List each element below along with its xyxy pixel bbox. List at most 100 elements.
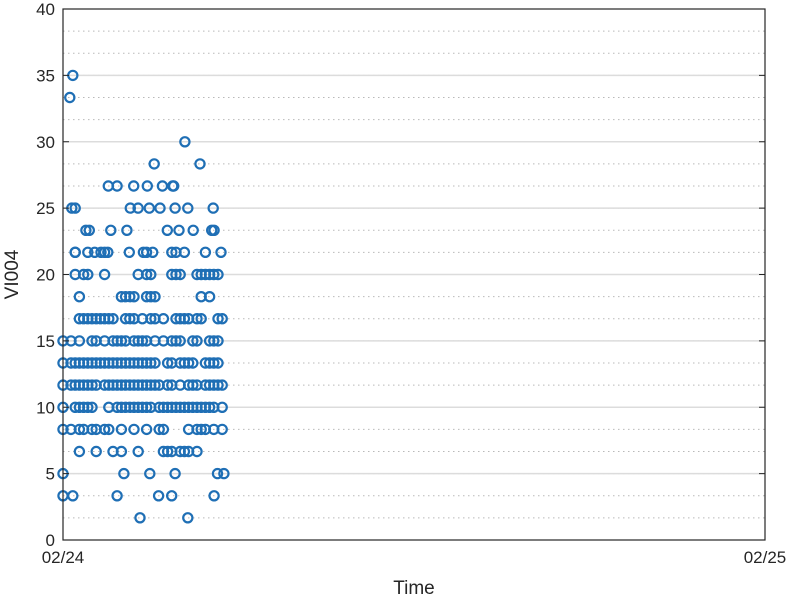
data-point <box>161 224 173 236</box>
data-point <box>107 313 119 325</box>
data-point <box>115 445 128 458</box>
data-point <box>86 401 98 413</box>
data-point <box>179 136 191 148</box>
data-point <box>208 357 220 369</box>
data-point <box>195 423 207 436</box>
data-point <box>208 335 220 347</box>
data-point <box>191 445 203 458</box>
data-point <box>103 313 115 325</box>
data-point <box>156 180 169 192</box>
x-tick-label: 02/24 <box>42 548 85 567</box>
data-point <box>124 291 136 303</box>
data-point <box>208 268 220 281</box>
data-point <box>115 335 128 347</box>
data-point <box>152 490 165 502</box>
data-point <box>90 445 102 458</box>
data-point <box>124 202 137 214</box>
data-point <box>216 313 228 325</box>
data-point <box>83 224 96 236</box>
data-point <box>203 291 216 303</box>
data-point <box>82 246 94 258</box>
data-point <box>182 357 195 369</box>
data-point <box>80 224 92 236</box>
data-point <box>212 313 224 325</box>
data-point <box>187 357 199 369</box>
data-point <box>215 246 227 258</box>
data-point <box>67 490 79 502</box>
y-tick-label: 40 <box>36 0 55 19</box>
y-axis-title: VI004 <box>2 249 23 299</box>
y-tick-label: 30 <box>36 133 55 152</box>
data-point <box>194 158 206 170</box>
data-point <box>187 224 199 236</box>
data-point <box>73 445 86 458</box>
data-point <box>161 357 174 369</box>
y-tick-label: 5 <box>46 465 55 484</box>
x-tick-label: 02/25 <box>744 548 787 567</box>
data-point <box>143 202 155 214</box>
data-point <box>212 268 224 281</box>
data-point <box>187 335 199 347</box>
data-point <box>140 246 153 258</box>
data-point <box>203 401 216 413</box>
data-point <box>178 313 191 325</box>
data-point <box>128 423 140 436</box>
data-point <box>178 445 191 458</box>
data-point <box>145 357 157 369</box>
y-tick-label: 35 <box>36 66 55 85</box>
data-point <box>154 202 166 214</box>
data-point <box>124 313 136 325</box>
data-point <box>98 246 111 258</box>
data-point <box>73 291 86 303</box>
data-point <box>145 313 157 325</box>
y-tick-label: 15 <box>36 332 55 351</box>
data-point <box>103 423 115 436</box>
data-point <box>111 490 123 502</box>
data-point <box>157 313 170 325</box>
data-point <box>148 158 160 170</box>
data-point <box>207 202 219 214</box>
data-point <box>216 401 228 413</box>
data-point <box>182 512 194 524</box>
data-point <box>216 423 228 436</box>
data-point <box>145 268 157 281</box>
data-point <box>212 379 224 391</box>
data-point <box>132 445 144 458</box>
data-point <box>146 246 159 258</box>
data-point <box>98 268 111 281</box>
data-point <box>149 291 161 303</box>
data-point <box>218 467 230 480</box>
data-point <box>86 335 98 347</box>
data-point <box>212 357 224 369</box>
data-point <box>118 467 130 480</box>
data-point <box>128 291 140 303</box>
y-tick-label: 25 <box>36 199 55 218</box>
data-point <box>182 202 194 214</box>
data-point <box>77 268 90 281</box>
data-point <box>73 335 86 347</box>
data-point <box>73 423 86 436</box>
data-point <box>121 224 133 236</box>
data-point <box>199 246 212 258</box>
axis-ticks: 0 5 10 15 20 25 30 35 40 02/24 02/25 <box>36 0 786 567</box>
data-point <box>169 467 181 480</box>
data-point <box>167 180 180 192</box>
data-point <box>105 224 117 236</box>
data-point <box>95 246 107 258</box>
y-tick-label: 20 <box>36 266 55 285</box>
data-point <box>123 246 136 258</box>
x-axis-title: Time <box>393 578 435 599</box>
data-point <box>174 335 186 347</box>
y-tick-label: 10 <box>36 398 55 417</box>
data-point <box>161 445 174 458</box>
data-point <box>191 335 203 347</box>
data-point <box>211 467 224 480</box>
data-point <box>144 467 156 480</box>
data-point <box>149 379 161 391</box>
data-point <box>170 335 182 347</box>
data-point <box>195 313 207 325</box>
data-point <box>208 490 220 502</box>
data-point <box>140 401 153 413</box>
data-point <box>69 246 81 258</box>
data-point <box>141 180 153 192</box>
